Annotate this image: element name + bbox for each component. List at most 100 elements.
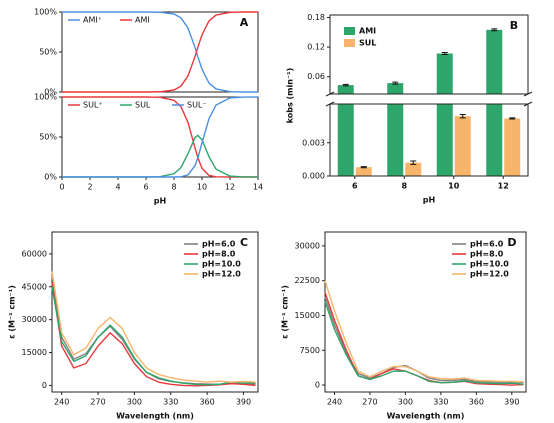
series-line <box>62 96 258 178</box>
y-tick-label: 30000 <box>295 241 320 250</box>
legend-swatch <box>344 27 355 35</box>
x-tick-label: 270 <box>362 398 377 407</box>
y-tick-label: 0% <box>44 173 57 182</box>
legend-label: SUL <box>359 39 376 48</box>
y-tick-label: 100% <box>34 8 57 17</box>
y-tick-label: 0% <box>44 88 57 97</box>
y-tick-label: 45000 <box>22 282 47 291</box>
series-line <box>62 11 258 93</box>
bar <box>405 162 422 176</box>
series-line <box>51 275 256 386</box>
y-tick-label: 0.18 <box>307 13 325 22</box>
y-axis-title: ε (M⁻¹ cm⁻¹) <box>281 285 290 339</box>
error-bar <box>459 114 466 119</box>
y-tick-label: 15000 <box>295 311 320 320</box>
x-tick-label: 390 <box>236 398 251 407</box>
x-tick-label: 330 <box>433 398 448 407</box>
x-axis-title: pH <box>423 196 435 205</box>
bar <box>355 167 372 176</box>
y-tick-label: 30000 <box>22 315 47 324</box>
plot-frame-upper <box>329 14 529 95</box>
panel-label: A <box>240 16 249 29</box>
x-tick-label: 6 <box>352 182 358 191</box>
legend-label: AMI <box>359 27 376 36</box>
x-tick-label: 8 <box>171 183 176 192</box>
x-tick-label: 12 <box>498 182 509 191</box>
error-bar <box>342 83 349 87</box>
x-tick-label: 390 <box>504 398 519 407</box>
bar <box>454 116 471 176</box>
y-tick-label: 15000 <box>22 348 47 357</box>
y-tick-label: 7500 <box>300 346 320 355</box>
series-line <box>324 301 524 385</box>
y-tick-label: 50% <box>39 48 57 57</box>
panel-label: C <box>240 236 248 249</box>
legend-label: AMI⁺ <box>83 16 102 25</box>
error-bar <box>392 81 399 85</box>
x-tick-label: 12 <box>225 183 235 192</box>
legend-label: pH=8.0 <box>470 250 504 259</box>
axis-break-mark <box>523 91 533 107</box>
legend-label: AMI <box>135 16 150 25</box>
plot-frame-lower <box>329 103 529 177</box>
series-line <box>51 286 256 386</box>
error-bar <box>509 117 516 120</box>
legend-label: pH=12.0 <box>470 270 509 279</box>
x-axis-title: pH <box>154 197 166 206</box>
x-axis-title: Wavelength (nm) <box>116 412 194 421</box>
y-tick-label: 0 <box>315 381 320 390</box>
legend-label: pH=12.0 <box>202 270 241 279</box>
legend-label: pH=10.0 <box>202 260 241 269</box>
y-tick-label: 100% <box>34 93 57 102</box>
bar <box>337 85 354 176</box>
legend-label: pH=10.0 <box>470 260 509 269</box>
panel-label: B <box>510 19 518 32</box>
x-tick-label: 300 <box>127 398 142 407</box>
panel-label: D <box>507 236 516 249</box>
x-tick-label: 8 <box>401 182 407 191</box>
x-tick-label: 0 <box>59 183 64 192</box>
y-tick-label: 50% <box>39 133 57 142</box>
x-tick-label: 10 <box>448 182 460 191</box>
y-tick-label: 0.003 <box>302 138 325 147</box>
legend-label: SUL⁻ <box>187 101 207 110</box>
legend-label: SUL <box>135 101 151 110</box>
legend-swatch <box>344 39 355 47</box>
bar <box>387 83 404 176</box>
bar <box>436 53 453 177</box>
y-tick-label: 0.06 <box>307 72 325 81</box>
x-tick-label: 4 <box>115 183 120 192</box>
x-tick-label: 360 <box>469 398 484 407</box>
series-line <box>324 280 524 383</box>
axis-break-gap <box>326 94 532 104</box>
x-tick-label: 240 <box>327 398 342 407</box>
bar <box>504 118 521 176</box>
legend-label: pH=6.0 <box>470 240 504 249</box>
legend-label: pH=8.0 <box>202 250 236 259</box>
legend-label: SUL⁺ <box>83 101 103 110</box>
plot-frame <box>51 231 259 393</box>
y-tick-label: 22500 <box>295 276 320 285</box>
x-tick-label: 270 <box>90 398 105 407</box>
y-tick-label: 0.12 <box>307 43 325 52</box>
series-line <box>51 271 256 383</box>
x-tick-label: 14 <box>253 183 263 192</box>
x-tick-label: 6 <box>143 183 148 192</box>
legend-label: pH=6.0 <box>202 240 236 249</box>
x-axis-title: Wavelength (nm) <box>387 412 465 421</box>
y-tick-label: 0 <box>42 381 47 390</box>
error-bar <box>410 160 417 165</box>
error-bar <box>491 28 498 32</box>
y-tick-label: 0.000 <box>302 172 325 181</box>
plot-frame <box>324 231 527 393</box>
x-tick-label: 2 <box>87 183 92 192</box>
series-line <box>51 282 256 387</box>
y-tick-label: 60000 <box>22 249 47 258</box>
error-bar <box>360 166 367 169</box>
x-tick-label: 300 <box>398 398 413 407</box>
x-tick-label: 330 <box>163 398 178 407</box>
series-line <box>62 134 259 178</box>
error-bar <box>441 52 448 55</box>
x-tick-label: 360 <box>199 398 214 407</box>
